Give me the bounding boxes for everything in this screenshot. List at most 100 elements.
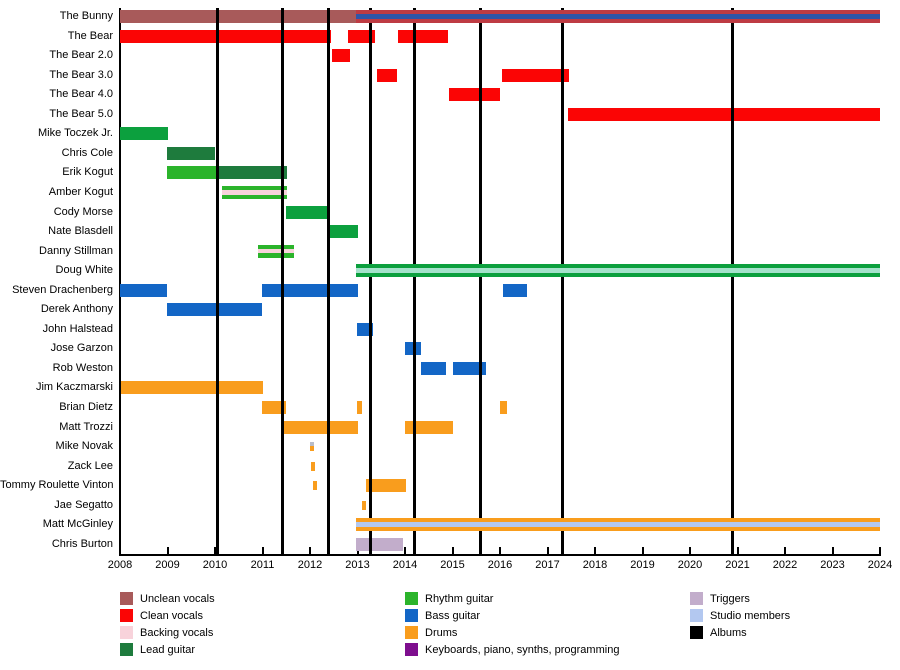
member-label: Brian Dietz <box>59 401 113 413</box>
legend-swatch-black <box>690 626 703 639</box>
axis-tick <box>784 547 786 554</box>
legend-swatch-unclean <box>120 592 133 605</box>
bar-stripe <box>310 442 315 447</box>
axis-tick <box>641 547 644 554</box>
album-line <box>369 8 373 554</box>
axis-tick <box>166 547 169 554</box>
legend-swatch-rhythm <box>405 592 418 605</box>
timeline-bar <box>120 127 168 141</box>
axis-tick <box>499 547 501 554</box>
legend-item: Bass guitar <box>405 609 685 623</box>
legend-item: Albums <box>690 626 900 640</box>
legend-swatch-clean <box>120 609 133 622</box>
bar-stripe <box>329 225 358 239</box>
member-label: Danny Stillman <box>39 244 113 257</box>
bar-stripe <box>356 522 880 528</box>
timeline-bar <box>167 303 263 317</box>
timeline-bar <box>262 401 286 414</box>
axis-year-label: 2016 <box>487 559 513 571</box>
bar-stripe <box>283 420 358 434</box>
axis-tick <box>261 547 264 554</box>
bar-stripe <box>167 166 217 180</box>
bar-stripe <box>121 381 263 395</box>
timeline-bar <box>500 401 508 414</box>
legend-swatch-bass <box>405 609 418 622</box>
timeline-bar <box>262 283 358 297</box>
legend-item: Drums <box>405 626 685 640</box>
bar-stripe <box>366 479 406 493</box>
legend-label: Studio members <box>710 610 791 622</box>
timeline-bar <box>283 420 358 434</box>
member-label: The Bear 3.0 <box>49 68 113 81</box>
timeline-bar <box>258 244 294 258</box>
timeline-bar <box>310 442 315 452</box>
legend-label: Unclean vocals <box>140 593 215 605</box>
axis-year-label: 2018 <box>582 559 608 571</box>
axis-tick <box>451 547 454 554</box>
timeline-bar <box>502 283 528 297</box>
member-label: Steven Drachenberg <box>12 283 113 296</box>
axis-year-label: 2024 <box>867 559 893 571</box>
bar-stripe <box>356 19 880 23</box>
member-label: Mike Novak <box>55 440 113 453</box>
axis-year-label: 2013 <box>345 559 370 571</box>
album-line <box>281 8 285 554</box>
legend-item: Clean vocals <box>120 609 400 623</box>
timeline-bar <box>357 401 362 414</box>
legend-item: Keyboards, piano, synths, programming <box>405 643 685 657</box>
axis-year-label: 2009 <box>155 559 180 571</box>
axis-year-label: 2015 <box>440 559 465 571</box>
member-label: John Halstead <box>42 322 113 335</box>
axis-year-label: 2021 <box>725 559 750 571</box>
bar-stripe <box>310 461 315 471</box>
legend-label: Triggers <box>710 593 750 605</box>
timeline-bar <box>120 29 331 43</box>
legend-item: Rhythm guitar <box>405 592 685 606</box>
timeline-bar <box>449 88 500 102</box>
bar-stripe <box>357 322 374 336</box>
album-line <box>413 8 416 554</box>
member-label: The Bear <box>67 29 113 42</box>
x-axis-line <box>119 554 881 556</box>
axis-year-label: 2012 <box>297 559 323 571</box>
timeline-bar <box>356 264 880 278</box>
axis-tick <box>546 547 549 554</box>
member-label: Cody Morse <box>53 205 113 218</box>
bar-stripe <box>356 14 880 19</box>
timeline-bar <box>405 420 453 434</box>
album-line <box>215 8 219 554</box>
axis-year-label: 2020 <box>677 559 703 571</box>
axis-tick <box>879 547 881 554</box>
axis-year-label: 2019 <box>630 559 655 571</box>
timeline-bar <box>397 29 448 43</box>
bar-stripe <box>120 127 168 141</box>
axis-tick <box>736 547 739 554</box>
member-label: Doug White <box>55 264 113 277</box>
album-line <box>731 8 735 554</box>
axis-year-label: 2008 <box>107 559 133 571</box>
legend-label: Bass guitar <box>425 610 481 622</box>
legend-item: Studio members <box>690 609 900 623</box>
timeline-bar <box>452 361 487 375</box>
axis-year-label: 2023 <box>820 559 845 571</box>
legend-item: Triggers <box>690 592 900 606</box>
bar-stripe <box>222 185 288 191</box>
bar-stripe <box>356 537 404 551</box>
timeline-bar <box>567 107 880 121</box>
y-axis-line <box>119 8 121 556</box>
bar-stripe <box>356 268 880 274</box>
timeline-bar <box>167 166 217 180</box>
axis-year-label: 2014 <box>392 559 418 571</box>
axis-tick <box>831 547 834 554</box>
bar-stripe <box>258 253 294 258</box>
bar-stripe <box>421 361 446 375</box>
timeline-bar <box>421 361 446 375</box>
member-label: Derek Anthony <box>40 303 113 316</box>
legend-swatch-drums <box>405 626 418 639</box>
legend-swatch-lead <box>120 643 133 656</box>
legend-swatch-backing <box>120 626 133 639</box>
album-line <box>326 8 330 554</box>
axis-tick <box>404 547 406 554</box>
bar-stripe <box>310 446 315 452</box>
member-label: The Bear 5.0 <box>49 107 113 120</box>
